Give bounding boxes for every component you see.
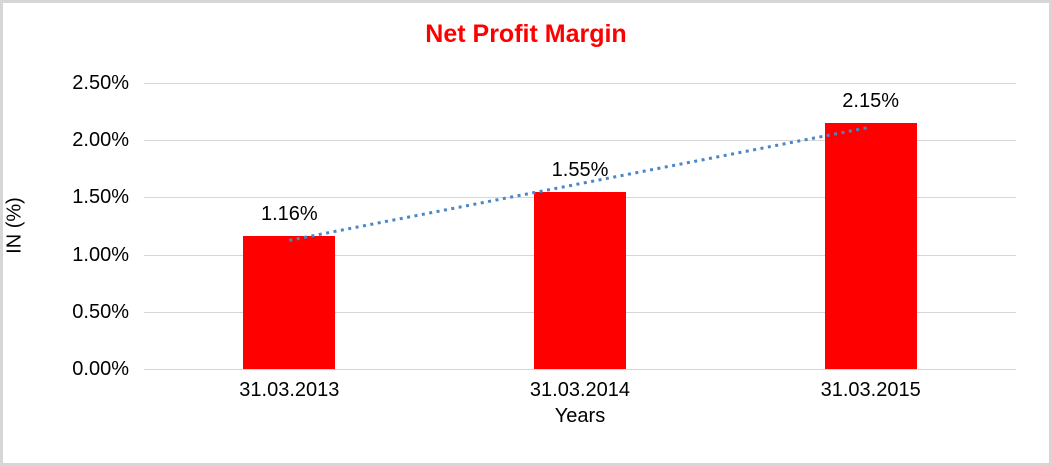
- x-tick-label: 31.03.2014: [529, 379, 631, 401]
- bar-31.03.2015: [824, 123, 917, 369]
- bar-value-label: 1.16%: [260, 203, 318, 226]
- y-tick-label: 0.50%: [72, 300, 129, 323]
- gridline: [144, 369, 1016, 370]
- y-tick-label: 2.50%: [72, 72, 129, 94]
- chart-title: Net Profit Margin: [425, 20, 627, 48]
- bar-value-label: 2.15%: [842, 90, 900, 113]
- y-tick-label: 1.00%: [72, 243, 129, 266]
- y-tick-label: 2.00%: [72, 129, 129, 152]
- linear-trendline: [289, 125, 871, 242]
- bar-31.03.2013: [243, 236, 336, 369]
- gridline: [144, 83, 1016, 84]
- y-tick-label: 1.50%: [72, 186, 129, 209]
- x-tick-label: 31.03.2013: [239, 379, 340, 401]
- x-axis-title: Years: [554, 405, 606, 427]
- y-tick-label: 0.00%: [72, 358, 129, 380]
- bar-value-label: 1.55%: [551, 158, 609, 181]
- bar-31.03.2014: [534, 191, 626, 369]
- y-axis-title: IN (%): [3, 197, 26, 254]
- gridline: [144, 140, 1016, 142]
- plot-area: [144, 83, 1016, 370]
- x-tick-label: 31.03.2015: [820, 379, 921, 401]
